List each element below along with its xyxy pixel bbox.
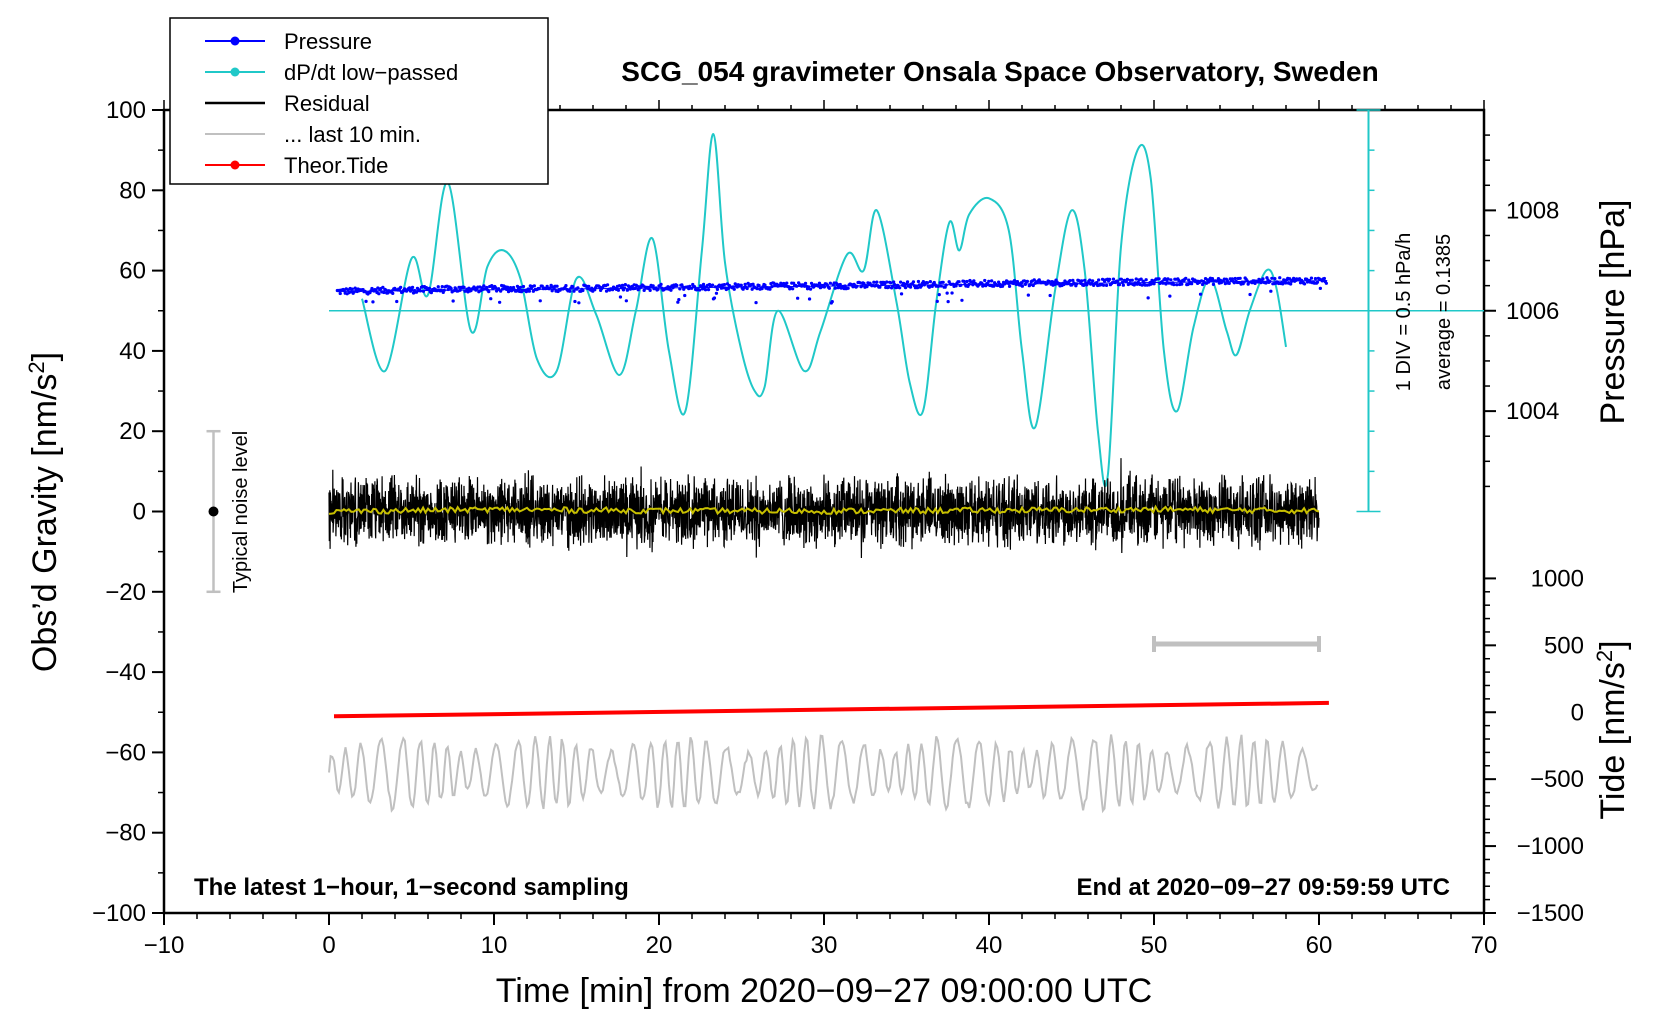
- legend: Pressure dP/dt low−passed Residual ... last…: [169, 17, 549, 185]
- legend-label: Residual: [284, 91, 370, 116]
- legend-label: dP/dt low−passed: [284, 60, 458, 85]
- y-axis-left: −100 −80 −60 −40 −20 0 20 40 60 80 100: [92, 97, 164, 927]
- y-tick-label: −80: [105, 820, 146, 847]
- note-left: The latest 1−hour, 1−second sampling: [194, 874, 629, 901]
- y-axis-pressure-title: Pressure [hPa]: [1594, 200, 1632, 425]
- x-axis: −10 0 10 20 30 40 50 60 70: [144, 913, 1498, 959]
- legend-label: ... last 10 min.: [284, 122, 421, 147]
- y-tick-label: 100: [106, 97, 146, 124]
- legend-box: [169, 17, 549, 185]
- y-tick-label: 0: [133, 499, 146, 526]
- last10-bar: [1152, 635, 1321, 652]
- legend-label: Pressure: [284, 29, 372, 54]
- x-tick-label: 70: [1471, 932, 1498, 959]
- series-dpdt-line: [361, 133, 1287, 488]
- y-tick-label: −100: [92, 900, 146, 927]
- tide-tick-label: −1500: [1517, 900, 1584, 927]
- x-tick-label: 0: [322, 932, 335, 959]
- legend-marker: [230, 160, 240, 170]
- x-tick-label: 50: [1141, 932, 1168, 959]
- x-tick-label: 40: [976, 932, 1003, 959]
- legend-marker: [230, 36, 240, 46]
- series-residual-smoothed-line: [328, 504, 1320, 516]
- y-tick-label: −20: [105, 579, 146, 606]
- dpdt-scale-label: 1 DIV = 0.5 hPa/h: [1393, 233, 1415, 391]
- y-axis-left-title: Obs’d Gravity [nm/s2]: [24, 352, 64, 672]
- y-axis-pressure: 1008 1006 1004: [1484, 134, 1559, 488]
- chart-title: SCG_054 gravimeter Onsala Space Observat…: [621, 56, 1378, 87]
- dpdt-average-label: average = 0.1385: [1433, 234, 1455, 390]
- x-tick-label: 30: [811, 932, 838, 959]
- y-axis-tide: 1000 500 0 −500 −1000 −1500: [1484, 565, 1584, 927]
- tide-tick-label: 1000: [1531, 565, 1584, 592]
- y-axis-tide-title: Tide [nm/s2]: [1592, 640, 1632, 819]
- note-right: End at 2020−09−27 09:59:59 UTC: [1076, 874, 1450, 901]
- y-axis-tide-sup: 2: [1592, 650, 1617, 662]
- y-axis-left-sup: 2: [24, 361, 49, 373]
- tide-tick-label: −1000: [1517, 833, 1584, 860]
- x-tick-label: 10: [481, 932, 508, 959]
- pressure-tick-label: 1008: [1506, 197, 1559, 224]
- tide-tick-label: 0: [1571, 699, 1584, 726]
- noise-bar-center: [208, 506, 219, 517]
- x-axis-title: Time [min] from 2020−09−27 09:00:00 UTC: [496, 972, 1152, 1010]
- series-pressure: [335, 276, 1328, 305]
- dpdt-axis: [1356, 109, 1381, 513]
- noise-label: Typical noise level: [230, 431, 252, 593]
- legend-label: Theor.Tide: [284, 153, 388, 178]
- x-tick-label: 20: [646, 932, 673, 959]
- x-tick-label: 60: [1306, 932, 1333, 959]
- x-tick-label: −10: [144, 932, 185, 959]
- tide-tick-label: −500: [1530, 766, 1584, 793]
- series-residual-line: [328, 458, 1320, 559]
- pressure-tick-label: 1004: [1506, 398, 1559, 425]
- series-last10-line: [328, 734, 1319, 814]
- y-tick-label: 20: [119, 418, 146, 445]
- y-tick-label: 40: [119, 338, 146, 365]
- pressure-tick-label: 1006: [1506, 298, 1559, 325]
- y-tick-label: 60: [119, 258, 146, 285]
- pressure-points: [335, 276, 1328, 305]
- y-tick-label: −60: [105, 739, 146, 766]
- legend-marker: [230, 67, 240, 77]
- y-tick-label: 80: [119, 177, 146, 204]
- y-tick-label: −40: [105, 659, 146, 686]
- series-tide-line: [333, 700, 1329, 719]
- tide-tick-label: 500: [1544, 632, 1584, 659]
- noise-bar: [206, 429, 221, 594]
- pressure-line: [337, 280, 1328, 292]
